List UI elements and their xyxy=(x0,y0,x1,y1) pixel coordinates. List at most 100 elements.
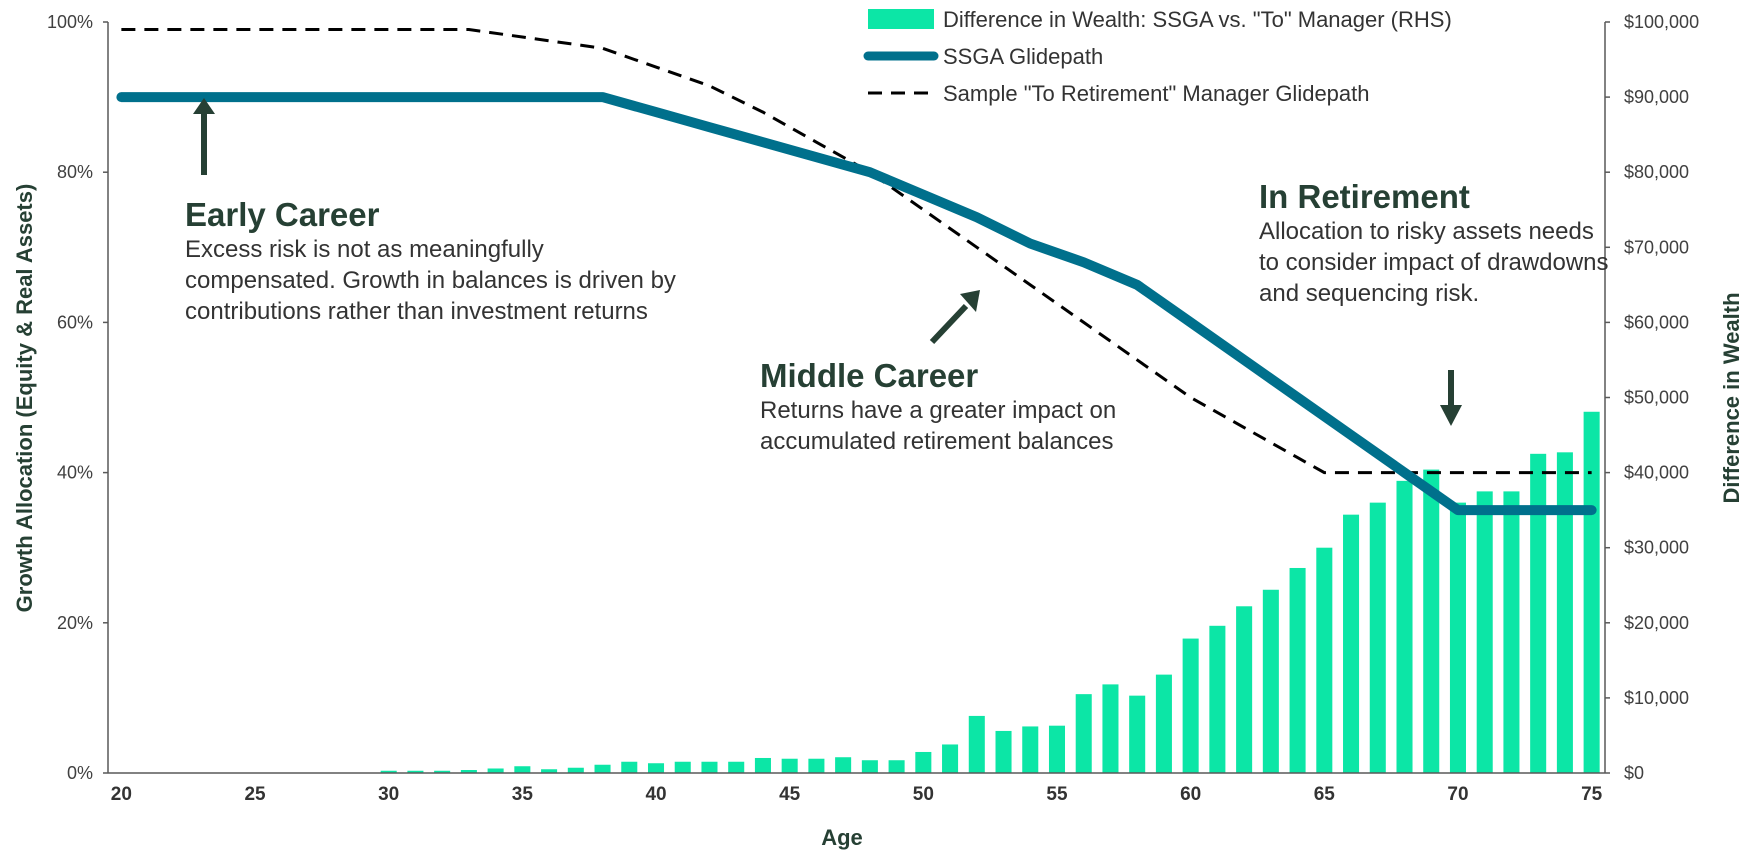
wealth-bar xyxy=(835,757,852,773)
legend-label-bars: Difference in Wealth: SSGA vs. "To" Mana… xyxy=(943,7,1452,32)
wealth-bar xyxy=(1209,625,1226,773)
y-right-tick-label: $90,000 xyxy=(1624,87,1689,107)
wealth-bar xyxy=(701,761,718,773)
y-left-tick-label: 40% xyxy=(57,463,93,483)
wealth-bar xyxy=(968,715,985,773)
wealth-bar xyxy=(781,758,798,773)
y-right-tick-label: $70,000 xyxy=(1624,237,1689,257)
glidepath-lines xyxy=(116,28,1597,516)
wealth-bar xyxy=(460,770,477,773)
tick-labels: 20 25 30 35 40 45 50 55 60 65 70 75 0% 20% 40% 60% 80% 10… xyxy=(47,12,1699,805)
y-right-tick-label: $20,000 xyxy=(1624,613,1689,633)
wealth-bar xyxy=(1423,469,1440,773)
x-tick-label: 40 xyxy=(645,784,666,805)
wealth-bar xyxy=(861,760,878,773)
wealth-bar xyxy=(1289,567,1306,773)
diagonal-arrow-icon xyxy=(929,290,980,345)
wealth-bar xyxy=(1396,480,1413,773)
wealth-bar xyxy=(1182,638,1199,773)
x-tick-label: 60 xyxy=(1180,784,1201,805)
up-arrow-icon xyxy=(193,98,215,175)
annotation-early-career-text: Excess risk is not as meaningfully compe… xyxy=(185,236,676,325)
legend: Difference in Wealth: SSGA vs. "To" Mana… xyxy=(863,7,1452,106)
wealth-bar xyxy=(434,770,451,773)
wealth-bar xyxy=(1476,491,1493,774)
wealth-bar xyxy=(1503,491,1520,774)
y-left-tick-label: 60% xyxy=(57,312,93,332)
y-left-tick-label: 100% xyxy=(47,12,93,32)
wealth-bar xyxy=(888,760,905,773)
wealth-bar xyxy=(1022,726,1039,773)
y-axis-right-title: Difference in Wealth xyxy=(1719,292,1744,503)
wealth-bar xyxy=(1262,589,1279,773)
legend-label-ssga: SSGA Glidepath xyxy=(943,44,1103,69)
annotation-in-retirement-heading: In Retirement xyxy=(1259,178,1470,215)
wealth-bar xyxy=(541,769,558,773)
y-right-tick-label: $0 xyxy=(1624,763,1644,783)
wealth-bar xyxy=(808,758,825,773)
wealth-bar xyxy=(1369,502,1386,773)
y-right-tick-label: $10,000 xyxy=(1624,688,1689,708)
x-tick-label: 70 xyxy=(1447,784,1468,805)
annotation-middle-career-text: Returns have a greater impact on accumul… xyxy=(760,397,1117,455)
wealth-bar xyxy=(1075,694,1092,773)
wealth-bar xyxy=(1102,684,1119,773)
y-right-tick-label: $50,000 xyxy=(1624,388,1689,408)
wealth-bar xyxy=(487,768,504,773)
annotation-in-retirement: In Retirement Allocation to risky assets… xyxy=(1259,178,1609,309)
wealth-bar xyxy=(594,764,611,773)
y-left-tick-label: 20% xyxy=(57,613,93,633)
y-right-tick-label: $80,000 xyxy=(1624,162,1689,182)
legend-swatch-bars xyxy=(868,9,934,29)
wealth-bar xyxy=(915,751,932,773)
down-arrow-icon xyxy=(1440,370,1462,426)
annotation-in-retirement-text: Allocation to risky assets needs to cons… xyxy=(1259,218,1609,307)
x-tick-label: 65 xyxy=(1314,784,1336,805)
annotation-arrows xyxy=(193,98,1462,426)
x-tick-label: 35 xyxy=(512,784,534,805)
wealth-bar xyxy=(1316,547,1333,773)
x-tick-label: 20 xyxy=(111,784,132,805)
wealth-bar xyxy=(1236,606,1253,773)
y-right-tick-label: $100,000 xyxy=(1624,12,1699,32)
y-left-tick-label: 80% xyxy=(57,162,93,182)
ssga-glidepath-line xyxy=(116,92,1597,516)
wealth-bar xyxy=(1048,725,1066,773)
x-tick-label: 50 xyxy=(913,784,934,805)
y-right-tick-label: $40,000 xyxy=(1624,463,1689,483)
x-tick-label: 45 xyxy=(779,784,801,805)
wealth-bar xyxy=(380,770,397,773)
annotation-middle-career-heading: Middle Career xyxy=(760,357,979,394)
x-tick-label: 75 xyxy=(1581,784,1603,805)
wealth-bar xyxy=(514,766,531,773)
annotation-early-career: Early Career Excess risk is not as meani… xyxy=(185,196,685,327)
wealth-bar xyxy=(674,761,691,773)
x-tick-label: 25 xyxy=(244,784,266,805)
y-right-tick-label: $60,000 xyxy=(1624,312,1689,332)
wealth-bar xyxy=(1583,411,1600,773)
wealth-bar xyxy=(754,757,771,773)
wealth-bar xyxy=(407,770,424,773)
wealth-bar xyxy=(995,730,1012,773)
wealth-bar xyxy=(647,763,665,773)
wealth-bar xyxy=(1556,452,1573,773)
wealth-bar xyxy=(1155,674,1172,773)
wealth-bar xyxy=(1530,453,1547,773)
wealth-bar xyxy=(1129,695,1146,773)
annotation-middle-career: Middle Career Returns have a greater imp… xyxy=(760,357,1170,457)
y-right-tick-label: $30,000 xyxy=(1624,538,1689,558)
legend-label-sample: Sample "To Retirement" Manager Glidepath xyxy=(943,81,1370,106)
wealth-bar xyxy=(621,761,638,773)
x-axis-title: Age xyxy=(821,825,863,850)
y-left-tick-label: 0% xyxy=(67,763,93,783)
sample-glidepath-line xyxy=(121,28,1592,475)
wealth-difference-bars xyxy=(380,411,1600,774)
wealth-bar xyxy=(942,744,959,773)
wealth-bar xyxy=(567,767,584,773)
wealth-bar xyxy=(1449,502,1466,773)
y-axis-left-title: Growth Allocation (Equity & Real Assets) xyxy=(12,184,37,613)
x-tick-label: 55 xyxy=(1046,784,1068,805)
wealth-bar xyxy=(1343,514,1360,773)
x-tick-label: 30 xyxy=(378,784,399,805)
